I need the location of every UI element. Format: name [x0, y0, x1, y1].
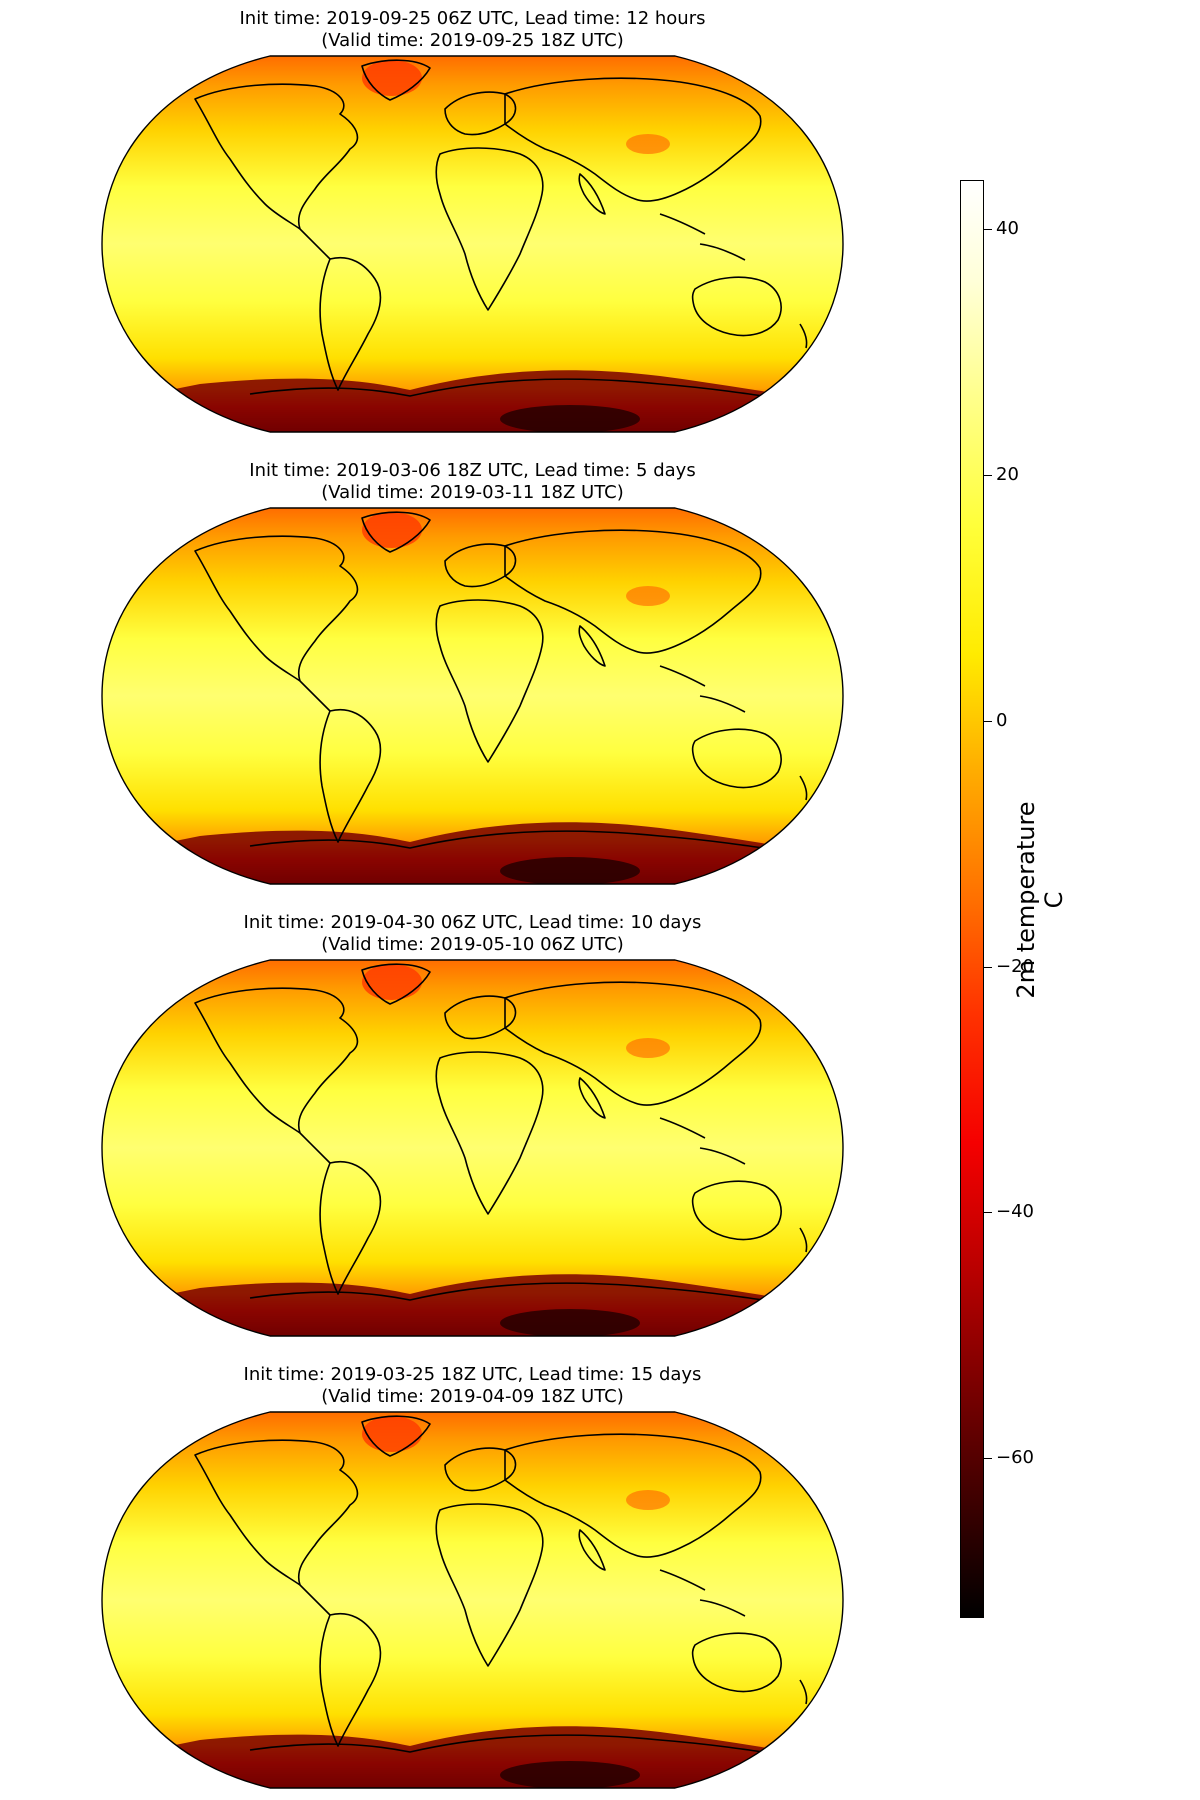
- panel-title: Init time: 2019-03-25 18Z UTC, Lead time…: [100, 1364, 845, 1408]
- panel-title: Init time: 2019-09-25 06Z UTC, Lead time…: [100, 8, 845, 52]
- temperature-map: [100, 54, 845, 434]
- valid-time-subtitle: (Valid time: 2019-09-25 18Z UTC): [321, 30, 624, 51]
- colorbar-label-variable: 2m temperature: [1012, 801, 1040, 999]
- map-panel-4: Init time: 2019-03-25 18Z UTC, Lead time…: [100, 1364, 845, 1784]
- colorbar-tick-label: 0: [996, 709, 1008, 731]
- colorbar: [960, 180, 984, 1618]
- colorbar-tick-label: −20: [996, 955, 1034, 977]
- colorbar-tick-label: −60: [996, 1447, 1034, 1469]
- temperature-map: [100, 958, 845, 1338]
- colorbar-tick-label: 20: [996, 463, 1019, 485]
- valid-time-subtitle: (Valid time: 2019-05-10 06Z UTC): [321, 934, 624, 955]
- init-lead-time-title: Init time: 2019-03-06 18Z UTC, Lead time…: [249, 460, 696, 481]
- colorbar-tick: [984, 1458, 992, 1460]
- colorbar-tick-label: −40: [996, 1201, 1034, 1223]
- map-panel-2: Init time: 2019-03-06 18Z UTC, Lead time…: [100, 460, 845, 880]
- init-lead-time-title: Init time: 2019-09-25 06Z UTC, Lead time…: [239, 8, 706, 29]
- valid-time-subtitle: (Valid time: 2019-03-11 18Z UTC): [321, 482, 624, 503]
- colorbar-tick: [984, 474, 992, 476]
- colorbar-tick-label: 40: [996, 218, 1019, 240]
- init-lead-time-title: Init time: 2019-03-25 18Z UTC, Lead time…: [243, 1364, 702, 1385]
- colorbar-tick: [984, 720, 992, 722]
- map-panel-1: Init time: 2019-09-25 06Z UTC, Lead time…: [100, 8, 845, 428]
- map-panel-3: Init time: 2019-04-30 06Z UTC, Lead time…: [100, 912, 845, 1332]
- colorbar-label-unit: C: [1040, 891, 1068, 909]
- colorbar-tick: [984, 229, 992, 231]
- colorbar-tick: [984, 966, 992, 968]
- panel-title: Init time: 2019-04-30 06Z UTC, Lead time…: [100, 912, 845, 956]
- panel-title: Init time: 2019-03-06 18Z UTC, Lead time…: [100, 460, 845, 504]
- temperature-map: [100, 1410, 845, 1790]
- colorbar-tick: [984, 1212, 992, 1214]
- temperature-map: [100, 506, 845, 886]
- init-lead-time-title: Init time: 2019-04-30 06Z UTC, Lead time…: [243, 912, 702, 933]
- valid-time-subtitle: (Valid time: 2019-04-09 18Z UTC): [321, 1386, 624, 1407]
